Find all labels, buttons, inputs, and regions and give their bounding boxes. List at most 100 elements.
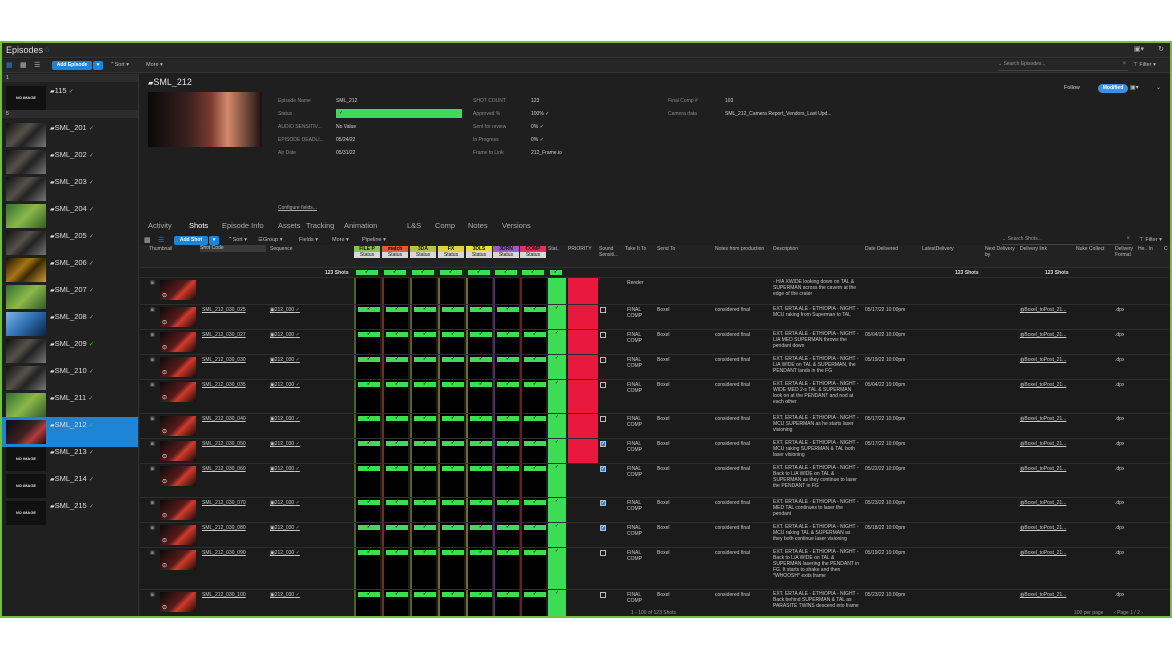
status-pill[interactable]: ✓ — [497, 307, 519, 312]
status-pill[interactable]: ✓ — [470, 416, 492, 421]
pipeline-cell[interactable]: ✓ — [520, 523, 546, 548]
play-icon[interactable]: ⊙ — [162, 454, 168, 460]
pagination[interactable]: ‹ Page 1 / 2 › — [1114, 610, 1143, 616]
tab-assets[interactable]: Assets — [278, 221, 301, 230]
sound-sensitive-checkbox[interactable] — [600, 550, 606, 556]
clear-icon[interactable]: × — [1122, 61, 1126, 67]
status-cell[interactable]: ✓ — [548, 464, 566, 498]
sequence-link[interactable]: ▣212_030 ✓ — [270, 416, 300, 422]
sound-sensitive-checkbox[interactable] — [600, 357, 606, 363]
status-pill[interactable]: ✓ — [358, 592, 380, 597]
list-view-icon[interactable]: ☰ — [158, 237, 165, 244]
priority-cell[interactable] — [568, 278, 598, 305]
play-icon[interactable]: ⊙ — [162, 605, 168, 611]
pipeline-cell[interactable]: ✓ — [382, 590, 408, 616]
table-row[interactable]: ⊙ ▣ SML_212_030_040 ▣212_030 ✓ ✓ ✓ ✓ ✓ ✓ ✓ ✓ ✓ FINAL… — [140, 413, 1170, 439]
pipeline-cell[interactable]: ✓ — [354, 380, 380, 414]
status-pill[interactable]: ✓ — [414, 500, 436, 505]
pipeline-cell[interactable]: ✓ — [520, 590, 546, 616]
pipeline-cell[interactable] — [354, 278, 380, 305]
priority-cell[interactable] — [568, 439, 598, 464]
shot-code-link[interactable]: SML_212_030_080 — [202, 525, 246, 531]
sound-sensitive-checkbox[interactable]: ✓ — [600, 525, 606, 531]
pipeline-cell[interactable]: ✓ — [466, 590, 492, 616]
field-value[interactable]: 212_Frame.io — [531, 150, 562, 156]
shot-thumbnail[interactable]: ⊙ — [160, 441, 196, 461]
column-header-shot-code[interactable]: Shot Code — [200, 245, 266, 252]
pipeline-cell[interactable]: ✓ — [466, 439, 492, 464]
group-menu[interactable]: ☰Group ▾ — [258, 237, 283, 243]
column-header[interactable]: He.. In — [1138, 246, 1153, 252]
sidebar-item-sml_209[interactable]: ▰SML_209 ✓ — [2, 336, 138, 366]
status-pill[interactable]: ✓ — [356, 270, 378, 275]
grid-view-icon[interactable]: ▦ — [144, 237, 151, 244]
status-cell[interactable]: ✓ — [548, 439, 566, 464]
column-header[interactable]: Sound Sensiti... — [599, 246, 619, 258]
play-icon[interactable]: ⊙ — [162, 513, 168, 519]
status-pill[interactable]: ✓ — [497, 357, 519, 362]
pipeline-cell[interactable]: ✓ — [493, 330, 519, 355]
column-header[interactable]: Next Delivery by — [985, 246, 1015, 258]
tab-activity[interactable]: Activity — [148, 221, 172, 230]
pipeline-step-3dls[interactable]: 3DLS — [466, 246, 492, 252]
pipeline-cell[interactable]: ✓ — [493, 414, 519, 439]
pipeline-cell[interactable]: ✓ — [438, 305, 464, 330]
pipeline-step-file-p[interactable]: FILE P — [354, 246, 380, 252]
pipeline-cell[interactable] — [493, 278, 519, 305]
play-icon[interactable]: ⊙ — [162, 538, 168, 544]
pipeline-status-header[interactable]: Status — [466, 252, 492, 258]
delivery-link[interactable]: ◍Boxel_toPost_21... — [1020, 550, 1067, 556]
table-row[interactable]: ⊙ ▣ SML_212_030_030 ▣212_030 ✓ ✓ ✓ ✓ ✓ ✓ ✓ ✓ ✓ FINAL… — [140, 354, 1170, 380]
pipeline-cell[interactable]: ✓ — [438, 355, 464, 380]
configure-fields-link[interactable]: Configure fields... — [278, 205, 317, 211]
status-pill[interactable]: ✓ — [414, 466, 436, 471]
pipeline-cell[interactable]: ✓ — [520, 548, 546, 590]
thumbnail-view-icon[interactable]: ▦ — [20, 62, 27, 69]
pipeline-cell[interactable]: ✓ — [466, 355, 492, 380]
pipeline-cell[interactable]: ✓ — [354, 414, 380, 439]
pipeline-cell[interactable]: ✓ — [354, 548, 380, 590]
pipeline-cell[interactable]: ✓ — [410, 330, 436, 355]
status-pill[interactable]: ✓ — [470, 525, 492, 530]
sidebar-item-sml_206[interactable]: ▰SML_206 ✓ — [2, 255, 138, 285]
pipeline-cell[interactable] — [438, 278, 464, 305]
pipeline-cell[interactable]: ✓ — [410, 464, 436, 498]
fields-menu[interactable]: Fields ▾ — [299, 237, 318, 243]
pipeline-cell[interactable]: ✓ — [520, 439, 546, 464]
status-pill[interactable]: ✓ — [442, 382, 464, 387]
status-pill[interactable]: ✓ — [386, 357, 408, 362]
pipeline-cell[interactable]: ✓ — [493, 464, 519, 498]
status-pill[interactable]: ✓ — [524, 382, 546, 387]
pipeline-cell[interactable]: ✓ — [438, 330, 464, 355]
pipeline-cell[interactable]: ✓ — [493, 590, 519, 616]
pipeline-step-3da[interactable]: 3DA — [410, 246, 436, 252]
pipeline-cell[interactable]: ✓ — [520, 355, 546, 380]
pipeline-cell[interactable]: ✓ — [382, 330, 408, 355]
pipeline-cell[interactable]: ✓ — [438, 414, 464, 439]
sidebar-item-sml_203[interactable]: ▰SML_203 ✓ — [2, 174, 138, 204]
shot-thumbnail[interactable]: ⊙ — [160, 550, 196, 570]
status-pill[interactable]: ✓ — [470, 592, 492, 597]
shot-thumbnail[interactable]: ⊙ — [160, 280, 196, 300]
column-header[interactable]: Take It To — [625, 246, 647, 252]
delivery-link[interactable]: ◍Boxel_toPost_21... — [1020, 500, 1067, 506]
pipeline-step-comp[interactable]: COMP — [520, 246, 546, 252]
pipeline-cell[interactable]: ✓ — [466, 414, 492, 439]
field-value[interactable]: SML_212 — [336, 98, 358, 104]
column-header[interactable]: PRIORITY — [568, 246, 592, 252]
group-header[interactable]: 1 — [2, 74, 138, 82]
pipeline-cell[interactable]: ✓ — [410, 380, 436, 414]
status-pill[interactable]: ✓ — [470, 307, 492, 312]
column-header[interactable]: Nuke Collect — [1076, 246, 1105, 252]
status-pill[interactable]: ✓ — [497, 500, 519, 505]
priority-cell[interactable] — [568, 414, 598, 439]
sound-sensitive-checkbox[interactable] — [600, 592, 606, 598]
status-pill[interactable]: ✓ — [442, 550, 464, 555]
table-row[interactable]: ⊙ ▣ SML_212_030_060 ▣212_030 ✓ ✓ ✓ ✓ ✓ ✓ ✓ ✓ ✓ ✓ FINA… — [140, 463, 1170, 498]
sidebar-item-sml_214[interactable]: NO IMAGE ▰SML_214 ✓ — [2, 471, 138, 501]
status-pill[interactable]: ✓ — [386, 525, 408, 530]
sidebar-item-sml_201[interactable]: ▰SML_201 ✓ — [2, 120, 138, 150]
sequence-link[interactable]: ▣212_030 ✓ — [270, 441, 300, 447]
pipeline-cell[interactable]: ✓ — [354, 355, 380, 380]
status-pill[interactable]: ✓ — [440, 270, 462, 275]
